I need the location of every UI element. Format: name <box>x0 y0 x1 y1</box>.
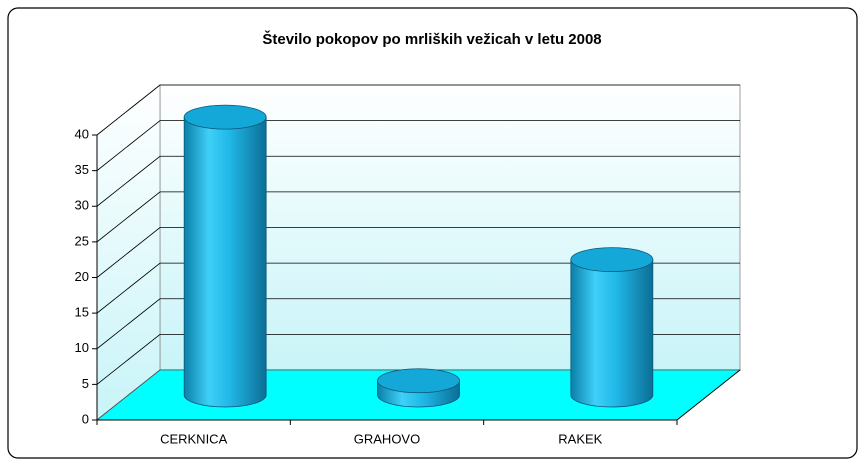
y-tick-label: 35 <box>75 162 89 177</box>
bar-top <box>377 368 460 394</box>
bar <box>570 259 654 408</box>
grid-line <box>96 298 740 350</box>
bar-top <box>183 104 267 130</box>
x-tick-label: CERKNICA <box>160 431 228 446</box>
y-tick-label: 20 <box>75 269 89 284</box>
bar <box>183 116 267 408</box>
chart-title: Število pokopov po mrliških vežicah v le… <box>262 30 601 48</box>
grid-line <box>96 120 740 171</box>
grid-line <box>96 262 740 314</box>
grid-line <box>96 333 740 385</box>
grid-line <box>96 84 740 136</box>
grid-line <box>96 191 740 243</box>
y-tick-label: 0 <box>82 411 89 426</box>
x-tick-label: RAKEK <box>558 431 602 446</box>
y-tick-label: 40 <box>75 126 89 141</box>
y-tick-label: 30 <box>75 198 89 213</box>
grid-line <box>96 227 740 278</box>
floor-edge <box>676 369 741 421</box>
grid-line <box>96 155 740 207</box>
y-tick-label: 10 <box>75 340 89 355</box>
bar-top <box>570 247 654 273</box>
x-tick-label: GRAHOVO <box>354 431 420 446</box>
y-tick-label: 15 <box>75 305 89 320</box>
y-tick-label: 25 <box>75 233 89 248</box>
y-tick-label: 5 <box>82 376 89 391</box>
